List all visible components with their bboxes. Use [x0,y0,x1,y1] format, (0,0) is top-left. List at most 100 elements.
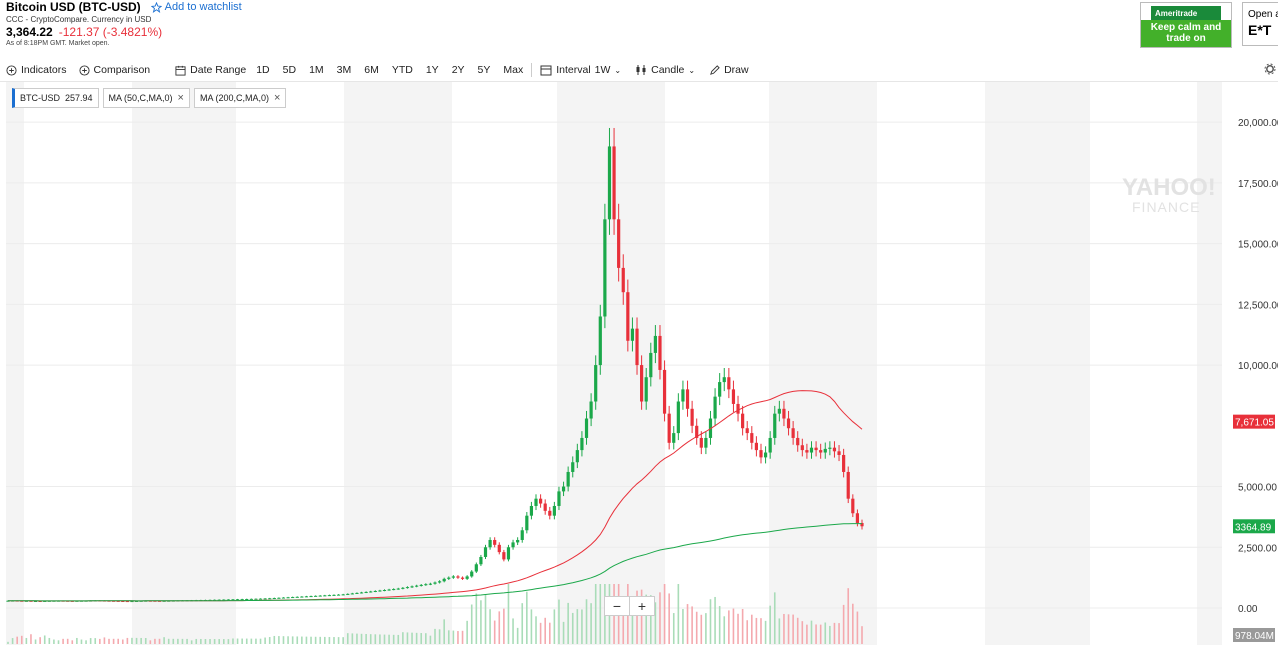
volume-bar [296,636,299,644]
volume-bar [783,613,785,644]
candle-body [240,599,244,601]
draw-button[interactable]: Draw [709,64,749,76]
candle-body [327,595,331,597]
volume-bar [498,611,501,644]
volume-bar [379,634,381,644]
volume-bar [594,584,597,644]
candle-body [548,510,552,516]
chart-canvas[interactable]: 20,000.00 17,500.00 15,000.00 12,500.00 10,0… [0,82,1278,645]
volume-bar [466,620,468,644]
volume-bar [695,611,698,644]
volume-bar [278,636,280,644]
volume-bar [402,632,404,644]
quote-title: Bitcoin USD (BTC-USD) [6,0,141,14]
range-3m-button[interactable]: 3M [336,64,352,76]
candle-body [520,530,524,540]
comparison-button[interactable]: Comparison [78,64,150,76]
volume-bar [181,638,184,644]
close-icon[interactable]: × [177,92,184,104]
candle-body [777,408,781,414]
candle-body [754,442,758,451]
candle-body [658,335,662,370]
chart-type-button[interactable]: Candle ⌄ [635,64,695,76]
candle-body [653,335,657,353]
candle-body [424,584,428,586]
close-icon[interactable]: × [274,92,281,104]
pencil-icon [710,64,720,75]
candle-body [249,598,253,600]
interval-icon [540,65,552,75]
candle-body [355,592,359,594]
volume-bar [383,634,386,644]
candle-body [245,599,249,601]
volume-bar [365,633,367,644]
volume-bar [131,637,133,644]
candle-body [704,437,708,448]
candle-body [162,600,166,602]
yahoo-finance-watermark: FINANCE [1132,199,1200,215]
range-6m-button[interactable]: 6M [364,64,379,76]
volume-bar [140,637,142,644]
td-ameritrade-ad[interactable]: Ameritrade Keep calm and trade on [1140,2,1232,48]
volume-bar [351,633,354,644]
range-1d-button[interactable]: 1D [256,64,270,76]
candle-body [800,445,804,451]
candle-body [580,437,584,451]
candle-body [364,591,368,593]
candle-body [667,413,671,443]
candle-body [70,600,74,602]
range-ytd-button[interactable]: YTD [391,64,413,76]
settings-icon[interactable] [1264,63,1276,78]
legend-ma200[interactable]: MA (200,C,MA,0) × [193,88,287,108]
date-range-button[interactable]: Date Range [175,64,246,76]
volume-bar [319,636,322,644]
range-2y-button[interactable]: 2Y [451,64,465,76]
indicators-label: Indicators [21,64,67,76]
volume-bar [787,614,790,644]
candle-body [617,219,621,268]
volume-bar [337,637,340,644]
td-logo: Ameritrade [1151,6,1221,20]
candle-body [699,437,703,448]
y-tick-label: 17,500.00 [1238,179,1278,190]
range-5y-button[interactable]: 5Y [477,64,491,76]
price-chart[interactable]: 20,000.00 17,500.00 15,000.00 12,500.00 10,0… [0,81,1278,645]
candle-body [428,583,433,585]
indicators-button[interactable]: Indicators [6,64,67,76]
candle-body [258,598,263,600]
legend-main-series[interactable]: BTC-USD 257.94 [12,88,99,108]
candle-body [387,589,391,591]
candle-body [676,401,680,434]
range-max-button[interactable]: Max [503,64,524,76]
chart-legend: BTC-USD 257.94 MA (50,C,MA,0) × MA (200,… [12,88,287,108]
calendar-icon [175,65,186,76]
legend-ma50[interactable]: MA (50,C,MA,0) × [102,88,190,108]
range-1y-button[interactable]: 1Y [425,64,439,76]
candle-body [456,576,460,578]
interval-button[interactable]: Interval 1W ⌄ [540,64,621,76]
last-price-tag-bg [1233,519,1275,534]
volume-bar [526,591,528,644]
volume-bar [521,603,524,644]
volume-bar [640,589,643,644]
range-1m-button[interactable]: 1M [309,64,324,76]
add-to-watchlist-button[interactable]: Add to watchlist [150,1,242,13]
volume-bar [167,638,170,644]
y-tick-label: 0.00 [1238,604,1258,615]
zoom-out-button[interactable]: − [605,597,630,615]
zoom-in-button[interactable]: + [637,598,647,614]
volume-bar [241,638,243,644]
candle-body [483,547,488,557]
candle-body [281,597,286,599]
volume-bar [301,636,303,644]
volume-bar [489,609,491,644]
range-5d-button[interactable]: 5D [282,64,297,76]
volume-bar [691,606,693,644]
volume-bar [516,627,519,644]
candle-body [718,382,722,397]
candle-body [612,146,616,220]
range-buttons: 1D 5D 1M 3M 6M YTD 1Y 2Y 5Y Max [256,64,523,76]
candle-body [745,428,749,434]
candle-body [410,586,414,588]
etrade-ad[interactable]: Open a E*T [1242,2,1278,46]
